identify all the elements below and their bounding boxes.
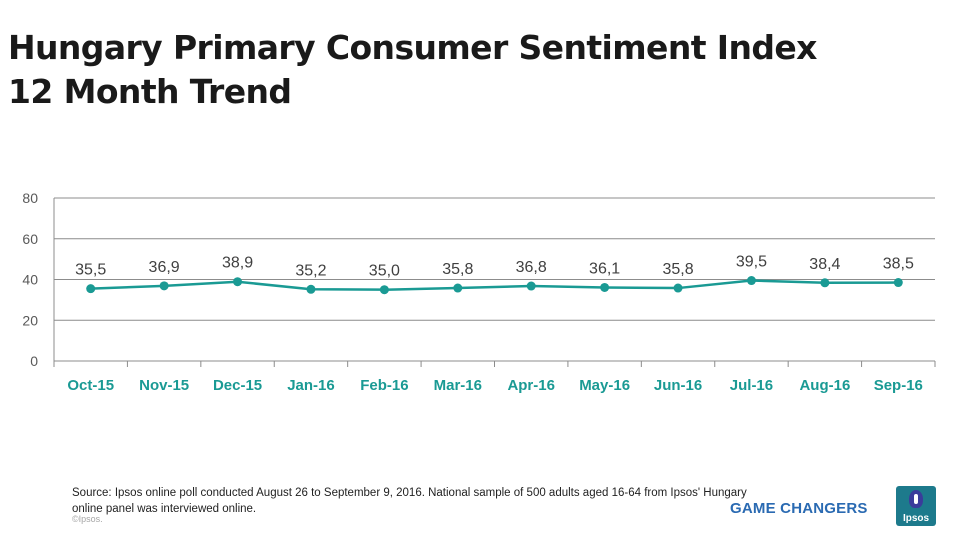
x-tick-label: Apr-16 — [507, 377, 555, 394]
title-line-2: 12 Month Trend — [8, 72, 292, 111]
x-tick-label: Jun-16 — [654, 377, 702, 394]
data-label: 35,2 — [295, 262, 326, 279]
data-point — [306, 284, 316, 294]
data-point — [600, 282, 610, 292]
data-point — [233, 277, 243, 287]
data-point — [746, 276, 756, 286]
data-point — [673, 283, 683, 293]
y-tick-label: 0 — [30, 353, 38, 369]
data-label: 36,9 — [149, 259, 180, 276]
x-tick-label: Jul-16 — [730, 377, 773, 394]
copyright: ©Ipsos. — [72, 514, 103, 524]
data-point — [159, 281, 169, 291]
y-tick-label: 40 — [22, 272, 38, 288]
x-tick-label: Feb-16 — [360, 377, 408, 394]
data-point — [820, 278, 830, 288]
x-tick-label: Sep-16 — [874, 377, 923, 394]
ipsos-logo-icon — [909, 490, 923, 508]
data-label: 38,5 — [883, 256, 914, 273]
series-line — [90, 279, 899, 291]
x-tick-label: Dec-15 — [213, 377, 262, 394]
x-tick-label: Mar-16 — [434, 377, 482, 394]
data-point — [893, 278, 903, 288]
ipsos-logo-text: Ipsos — [902, 513, 930, 524]
data-label: 38,4 — [809, 256, 840, 273]
x-tick-label: Jan-16 — [287, 377, 335, 394]
chart-title: Hungary Primary Consumer Sentiment Index… — [8, 26, 817, 114]
game-changers-tagline: GAME CHANGERS — [730, 500, 868, 517]
data-point — [453, 283, 463, 293]
data-label: 36,1 — [589, 260, 620, 277]
data-point — [86, 284, 96, 294]
data-label: 35,0 — [369, 263, 400, 280]
x-tick-label: Oct-15 — [67, 377, 114, 394]
data-label: 35,5 — [75, 262, 106, 279]
data-label: 35,8 — [662, 261, 693, 278]
y-tick-label: 60 — [22, 231, 38, 247]
x-tick-label: Aug-16 — [799, 377, 850, 394]
data-point — [379, 285, 389, 295]
title-line-1: Hungary Primary Consumer Sentiment Index — [8, 28, 817, 67]
x-tick-label: Nov-15 — [139, 377, 189, 394]
data-point — [526, 281, 536, 291]
y-tick-label: 20 — [22, 312, 38, 328]
data-label: 35,8 — [442, 261, 473, 278]
data-label: 36,8 — [516, 259, 547, 276]
data-label: 38,9 — [222, 255, 253, 272]
data-label: 39,5 — [736, 254, 767, 271]
source-note: Source: Ipsos online poll conducted Augu… — [72, 487, 747, 515]
y-tick-label: 80 — [22, 190, 38, 206]
x-tick-label: May-16 — [579, 377, 630, 394]
ipsos-logo: Ipsos — [896, 486, 936, 526]
